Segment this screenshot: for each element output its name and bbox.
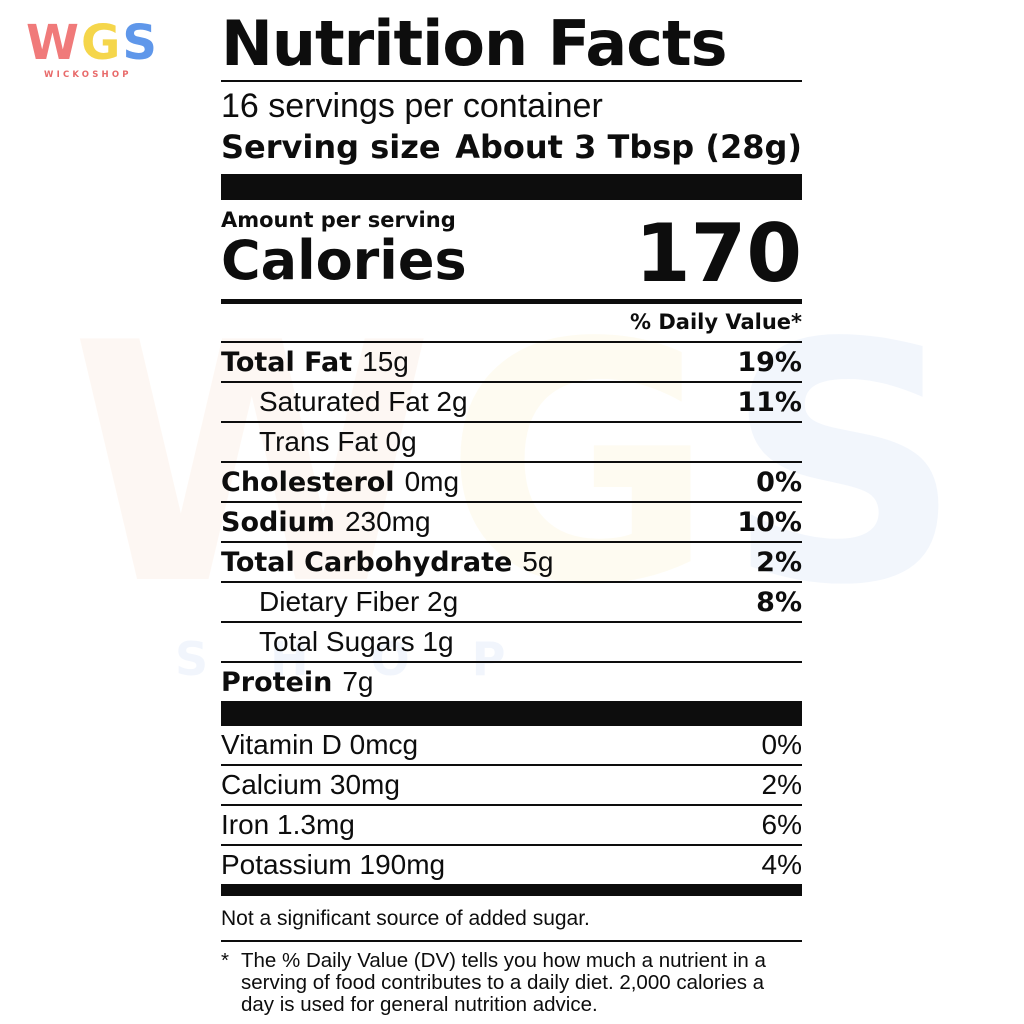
vitamin-daily-value: 6% bbox=[761, 809, 802, 840]
vitamin-row: Potassium 190mg 4% bbox=[221, 844, 802, 884]
nutrient-daily-value: 10% bbox=[737, 506, 802, 538]
thick-divider bbox=[221, 701, 802, 726]
amount-per-serving: Amount per serving bbox=[221, 208, 456, 232]
divider bbox=[221, 940, 802, 942]
daily-value-header: % Daily Value* bbox=[630, 310, 802, 334]
nutrient-row: Cholesterol 0mg 0% bbox=[221, 461, 802, 501]
nutrient-amount: 7g bbox=[342, 666, 374, 697]
medium-divider bbox=[221, 884, 802, 896]
nutrient-list: Total Fat 15g 19% Saturated Fat 2g 11% Trans … bbox=[221, 341, 802, 701]
nutrient-row: Total Fat 15g 19% bbox=[221, 341, 802, 381]
nutrient-row: Saturated Fat 2g 11% bbox=[221, 381, 802, 421]
daily-value-footnote: * The % Daily Value (DV) tells you how m… bbox=[221, 950, 802, 1016]
nutrient-name-group: Trans Fat 0g bbox=[221, 426, 417, 458]
nutrient-name-group: Saturated Fat 2g bbox=[221, 386, 468, 418]
nutrient-amount: 230mg bbox=[344, 506, 431, 537]
calories-value: 170 bbox=[635, 207, 802, 300]
nutrient-name: Total Sugars 1g bbox=[259, 626, 454, 657]
vitamin-name: Iron 1.3mg bbox=[221, 809, 355, 840]
vitamin-daily-value: 0% bbox=[761, 729, 802, 760]
nutrient-name: Total Carbohydrate bbox=[221, 547, 513, 578]
footnote-text: The % Daily Value (DV) tells you how muc… bbox=[241, 949, 766, 1016]
thick-divider bbox=[221, 174, 802, 200]
vitamin-name: Calcium 30mg bbox=[221, 769, 400, 800]
added-sugar-note: Not a significant source of added sugar. bbox=[221, 907, 590, 930]
nutrient-name-group: Cholesterol 0mg bbox=[221, 466, 459, 498]
nutrient-name-group: Total Fat 15g bbox=[221, 346, 409, 378]
serving-size-label: Serving size bbox=[221, 128, 441, 166]
nutrient-row: Protein 7g bbox=[221, 661, 802, 701]
nutrient-row: Dietary Fiber 2g 8% bbox=[221, 581, 802, 621]
nutrient-amount: 0mg bbox=[404, 466, 460, 497]
vitamin-list: Vitamin D 0mcg 0% Calcium 30mg 2% Iron 1.3mg… bbox=[221, 726, 802, 884]
nutrient-row: Trans Fat 0g bbox=[221, 421, 802, 461]
nutrient-name-group: Protein 7g bbox=[221, 666, 374, 698]
vitamin-name: Potassium 190mg bbox=[221, 849, 446, 880]
vitamin-row: Iron 1.3mg 6% bbox=[221, 804, 802, 844]
nutrient-name: Saturated Fat 2g bbox=[259, 386, 468, 417]
vitamin-row: Vitamin D 0mcg 0% bbox=[221, 726, 802, 764]
brand-logo: WGS WICKOSHOP bbox=[26, 18, 176, 88]
vitamin-daily-value: 2% bbox=[761, 769, 802, 800]
serving-size-row: Serving size About 3 Tbsp (28g) bbox=[221, 126, 802, 168]
medium-divider bbox=[221, 299, 802, 304]
vitamin-daily-value: 4% bbox=[761, 849, 802, 880]
nutrient-daily-value: 19% bbox=[737, 346, 802, 378]
watermark-text: SHOP bbox=[175, 632, 568, 686]
nutrient-row: Sodium 230mg 10% bbox=[221, 501, 802, 541]
servings-per-container: 16 servings per container bbox=[221, 87, 603, 125]
divider bbox=[221, 80, 802, 82]
nutrient-name-group: Total Sugars 1g bbox=[221, 626, 454, 658]
nutrient-name: Dietary Fiber 2g bbox=[259, 586, 459, 617]
nutrition-facts-label: Nutrition Facts 16 servings per containe… bbox=[221, 8, 802, 1016]
nutrient-name: Sodium bbox=[221, 507, 335, 538]
nutrient-name: Cholesterol bbox=[221, 467, 395, 498]
watermark-logo: WGS bbox=[70, 273, 973, 657]
nutrient-name-group: Total Carbohydrate 5g bbox=[221, 546, 553, 578]
nutrient-name: Protein bbox=[221, 667, 333, 698]
nutrient-name: Total Fat bbox=[221, 347, 353, 378]
label-title: Nutrition Facts bbox=[221, 7, 728, 80]
calories-label: Calories bbox=[221, 229, 467, 292]
nutrient-row: Total Sugars 1g bbox=[221, 621, 802, 661]
serving-size-value: About 3 Tbsp (28g) bbox=[455, 128, 802, 166]
nutrient-amount: 5g bbox=[522, 546, 554, 577]
vitamin-name: Vitamin D 0mcg bbox=[221, 729, 419, 760]
nutrient-daily-value: 11% bbox=[737, 386, 802, 418]
logo-letters: WGS bbox=[26, 15, 159, 71]
nutrient-name: Trans Fat 0g bbox=[259, 426, 417, 457]
footnote-star: * bbox=[221, 949, 229, 972]
nutrient-name-group: Sodium 230mg bbox=[221, 506, 431, 538]
calories-row: Calories 170 bbox=[221, 214, 802, 294]
vitamin-row: Calcium 30mg 2% bbox=[221, 764, 802, 804]
nutrient-daily-value: 0% bbox=[756, 466, 802, 498]
nutrient-name-group: Dietary Fiber 2g bbox=[221, 586, 458, 618]
nutrient-daily-value: 2% bbox=[756, 546, 802, 578]
nutrient-row: Total Carbohydrate 5g 2% bbox=[221, 541, 802, 581]
nutrient-daily-value: 8% bbox=[756, 586, 802, 618]
nutrient-amount: 15g bbox=[362, 346, 409, 377]
logo-subtitle: WICKOSHOP bbox=[44, 70, 132, 80]
